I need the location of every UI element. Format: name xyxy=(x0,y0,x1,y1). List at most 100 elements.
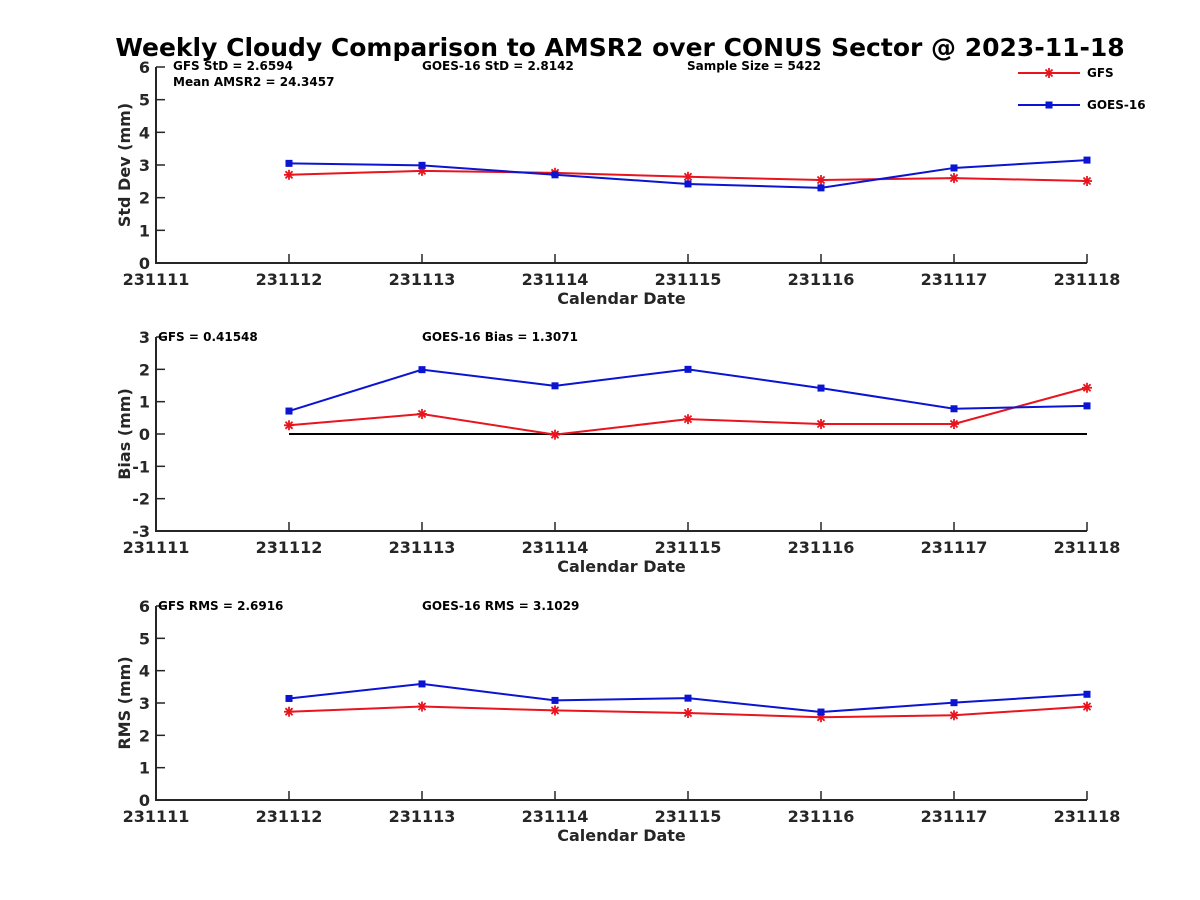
y-tick-label: 0 xyxy=(139,791,150,810)
y-tick-label: 1 xyxy=(139,393,150,412)
data-point xyxy=(285,159,293,167)
data-point xyxy=(551,696,559,704)
y-tick-label: -1 xyxy=(132,457,150,476)
data-point xyxy=(1083,690,1091,698)
data-point xyxy=(284,169,294,180)
x-tick-label: 231112 xyxy=(256,270,323,289)
y-tick-label: 4 xyxy=(139,123,150,142)
data-point xyxy=(550,705,560,716)
stat-annotation: GFS StD = 2.6594 xyxy=(173,59,293,73)
series-line-goes-16 xyxy=(288,368,1088,412)
x-tick-label: 231117 xyxy=(921,270,988,289)
x-tick-label: 231113 xyxy=(389,270,456,289)
data-point xyxy=(417,408,427,419)
y-tick-label: 0 xyxy=(139,425,150,444)
y-tick-label: 6 xyxy=(139,58,150,77)
x-tick-label: 231115 xyxy=(655,538,722,557)
data-point xyxy=(284,420,294,431)
y-tick-label: 1 xyxy=(139,759,150,778)
panel-1: 0 1 2 3 4 5 6 231111 231112 231113 231114 231115 231… xyxy=(115,58,1120,308)
y-tick-label: 3 xyxy=(139,156,150,175)
y-tick-label: 5 xyxy=(139,91,150,110)
data-point xyxy=(817,384,825,392)
legend-marker xyxy=(1045,101,1053,109)
data-point xyxy=(816,418,826,429)
x-tick-label: 231113 xyxy=(389,538,456,557)
data-point xyxy=(950,405,958,413)
data-point xyxy=(550,429,560,440)
panel-3: 0 1 2 3 4 5 6 231111 231112 231113 231114 231115 231… xyxy=(115,597,1120,845)
stat-annotation: GFS RMS = 2.6916 xyxy=(158,599,283,613)
x-axis-label: Calendar Date xyxy=(557,826,686,845)
chart-title: Weekly Cloudy Comparison to AMSR2 over C… xyxy=(115,33,1124,62)
y-tick-label: 4 xyxy=(139,662,150,681)
y-tick-label: 6 xyxy=(139,597,150,616)
legend: GFS GOES-16 xyxy=(1018,66,1146,112)
y-tick-label: 3 xyxy=(139,694,150,713)
x-tick-label: 231111 xyxy=(123,270,190,289)
y-axis-label: Std Dev (mm) xyxy=(115,103,134,227)
data-point xyxy=(417,701,427,712)
data-point xyxy=(418,161,426,169)
stat-annotation: GOES-16 StD = 2.8142 xyxy=(422,59,574,73)
legend-marker xyxy=(1044,68,1054,78)
data-point xyxy=(683,708,693,719)
x-tick-label: 231117 xyxy=(921,538,988,557)
x-tick-label: 231111 xyxy=(123,538,190,557)
series-line-gfs xyxy=(288,386,1088,436)
x-tick-label: 231118 xyxy=(1054,270,1121,289)
x-tick-label: 231112 xyxy=(256,538,323,557)
data-point xyxy=(817,184,825,192)
data-point xyxy=(949,173,959,184)
x-tick-label: 231116 xyxy=(788,538,855,557)
axes xyxy=(155,67,1087,264)
data-point xyxy=(551,171,559,179)
x-tick-label: 231114 xyxy=(522,538,589,557)
y-tick-label: -3 xyxy=(132,522,150,541)
y-tick-label: 2 xyxy=(139,360,150,379)
x-tick-label: 231115 xyxy=(655,807,722,826)
data-point xyxy=(285,694,293,702)
data-point xyxy=(684,365,692,373)
legend-entry-goes-16: GOES-16 xyxy=(1018,98,1146,112)
x-tick-label: 231112 xyxy=(256,807,323,826)
data-point xyxy=(284,706,294,717)
x-axis-label: Calendar Date xyxy=(557,289,686,308)
stat-annotation: Mean AMSR2 = 24.3457 xyxy=(173,75,334,89)
y-tick-label: 1 xyxy=(139,221,150,240)
data-point xyxy=(683,171,693,182)
x-tick-label: 231116 xyxy=(788,807,855,826)
y-tick-label: 5 xyxy=(139,629,150,648)
y-tick-label: 0 xyxy=(139,254,150,273)
x-axis-label: Calendar Date xyxy=(557,557,686,576)
x-tick-label: 231111 xyxy=(123,807,190,826)
x-tick-label: 231115 xyxy=(655,270,722,289)
x-tick-label: 231118 xyxy=(1054,538,1121,557)
x-tick-label: 231116 xyxy=(788,270,855,289)
data-point xyxy=(1082,176,1092,187)
data-point xyxy=(1082,701,1092,712)
data-point xyxy=(684,694,692,702)
stat-annotation: Sample Size = 5422 xyxy=(687,59,821,73)
data-point xyxy=(551,382,559,390)
data-point xyxy=(684,180,692,188)
y-tick-label: -2 xyxy=(132,490,150,509)
data-point xyxy=(816,175,826,186)
x-tick-label: 231117 xyxy=(921,807,988,826)
stat-annotation: GOES-16 RMS = 3.1029 xyxy=(422,599,579,613)
data-point xyxy=(949,418,959,429)
panel-2: -3 -2 -1 0 1 2 3 231111 231112 231113 231114 231115… xyxy=(115,328,1120,576)
stat-annotation: GFS = 0.41548 xyxy=(158,330,258,344)
y-tick-label: 2 xyxy=(139,189,150,208)
x-tick-label: 231118 xyxy=(1054,807,1121,826)
data-point xyxy=(1083,156,1091,164)
stat-annotation: GOES-16 Bias = 1.3071 xyxy=(422,330,578,344)
data-point xyxy=(817,708,825,716)
data-point xyxy=(1082,382,1092,393)
x-tick-label: 231113 xyxy=(389,807,456,826)
legend-entry-gfs: GFS xyxy=(1018,66,1114,80)
y-tick-label: 3 xyxy=(139,328,150,347)
data-point xyxy=(683,414,693,425)
